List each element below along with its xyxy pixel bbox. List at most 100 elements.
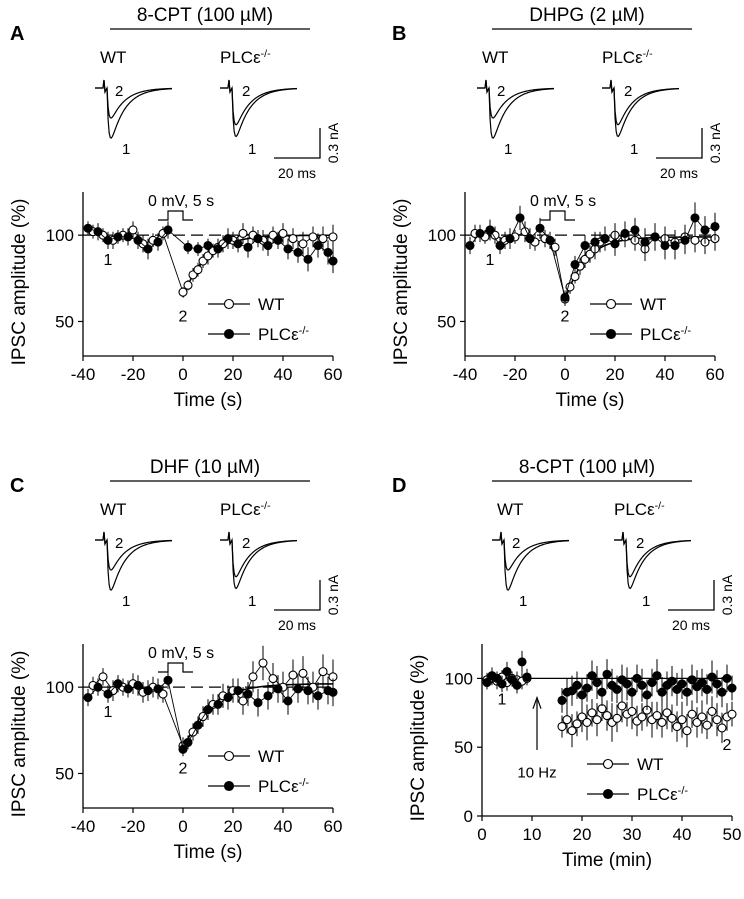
x-tick-label: -20 (121, 365, 146, 384)
panel-letter: D (392, 475, 406, 497)
data-point-wt (627, 706, 637, 716)
trace-mark-2: 2 (497, 83, 505, 100)
data-point-plc (103, 235, 113, 245)
plc-trace-2 (614, 531, 692, 578)
y-tick-label: 0 (464, 807, 473, 826)
series-wt (88, 645, 338, 755)
data-point-plc (627, 687, 637, 697)
trace-label-wt: WT (100, 500, 126, 519)
data-point-plc (313, 691, 323, 701)
plc-trace-2 (602, 79, 680, 126)
data-point-wt (238, 696, 248, 706)
data-point-plc (153, 684, 163, 694)
plc-sample-traces: 21 (602, 79, 680, 158)
data-point-plc (507, 675, 517, 685)
data-point-plc (283, 244, 293, 254)
data-point-wt (637, 712, 647, 722)
legend-marker (602, 788, 614, 800)
data-point-wt (577, 712, 587, 722)
x-tick-label: 60 (324, 817, 343, 836)
data-point-plc (495, 240, 505, 251)
data-point-plc (707, 672, 717, 682)
legend: WT PLCε-/- (208, 295, 309, 344)
y-tick-label: 50 (55, 764, 74, 783)
data-point-plc (273, 235, 283, 245)
data-point-plc (223, 692, 233, 703)
data-point-wt (690, 235, 700, 245)
data-point-plc (632, 673, 642, 683)
legend-label-wt: WT (258, 747, 284, 766)
data-point-plc (612, 684, 622, 694)
data-point-plc (475, 228, 485, 238)
y-tick-label: 100 (428, 226, 456, 245)
trace-label-plc-text: PLCε (220, 48, 261, 67)
data-point-plc (722, 673, 732, 683)
data-point-plc (103, 689, 113, 699)
data-point-plc (303, 254, 313, 264)
data-point-wt (308, 232, 318, 242)
trace-label-wt: WT (482, 48, 508, 67)
stimulus-pulse (540, 210, 575, 221)
data-point-wt (707, 706, 717, 716)
data-point-plc (600, 234, 610, 244)
trace-mark-2: 2 (242, 535, 250, 552)
data-point-wt (697, 712, 707, 722)
scale-bar-current: 0.3 nA (707, 122, 723, 163)
data-point-plc (465, 240, 475, 251)
data-point-plc (572, 680, 582, 690)
data-point-plc (123, 684, 133, 694)
data-point-plc (522, 672, 532, 682)
y-tick-label: 50 (454, 738, 473, 757)
x-tick-label: 40 (673, 825, 692, 844)
data-point-plc (243, 689, 253, 699)
data-point-plc (143, 686, 153, 696)
data-point-wt (712, 715, 722, 725)
x-axis-label: Time (s) (174, 390, 243, 411)
data-point-plc (83, 692, 93, 703)
data-point-plc (263, 240, 273, 251)
data-point-wt (727, 709, 737, 719)
stimulus-pulse (158, 210, 193, 221)
trace-label-plc-sup: -/- (261, 500, 271, 512)
data-point-plc (670, 240, 680, 251)
series-plc (83, 671, 338, 757)
legend-label-text: PLCε (640, 325, 681, 344)
y-tick-label: 100 (445, 669, 473, 688)
data-point-wt (268, 673, 278, 684)
legend-label-plc: PLCε-/- (258, 325, 309, 344)
data-point-wt (572, 719, 582, 729)
legend-label-wt: WT (637, 755, 663, 774)
data-point-plc (682, 687, 692, 697)
x-tick-label: 0 (477, 825, 486, 844)
scale-bar (656, 128, 703, 159)
scale-bar-time: 20 ms (660, 165, 698, 181)
trace-label-plc-sup: -/- (655, 500, 665, 512)
data-point-wt (98, 672, 108, 682)
data-point-plc (213, 244, 223, 254)
data-point-plc (700, 225, 710, 235)
data-point-plc (597, 687, 607, 697)
trace-label-wt: WT (100, 48, 126, 67)
data-point-plc (687, 675, 697, 685)
y-tick-label: 100 (46, 226, 74, 245)
y-axis-label: IPSC amplitude (%) (408, 655, 429, 822)
scale-bar-current: 0.3 nA (325, 574, 341, 615)
scale-bar (668, 580, 715, 611)
data-point-wt (612, 713, 622, 723)
data-point-wt (298, 668, 308, 678)
trace-mark-2: 2 (624, 83, 632, 100)
x-tick-label: 10 (523, 825, 542, 844)
data-point-plc (113, 679, 123, 689)
trace-mark-1: 1 (248, 141, 256, 158)
scale-bar-time: 20 ms (278, 617, 316, 633)
data-point-plc (630, 225, 640, 235)
stimulus-label: 0 mV, 5 s (148, 193, 214, 210)
y-axis-label: IPSC amplitude (%) (391, 199, 412, 366)
legend-marker (605, 298, 617, 310)
data-point-plc (113, 232, 123, 242)
data-point-plc (672, 684, 682, 694)
data-point-plc (153, 237, 163, 247)
data-point-plc (637, 680, 647, 690)
